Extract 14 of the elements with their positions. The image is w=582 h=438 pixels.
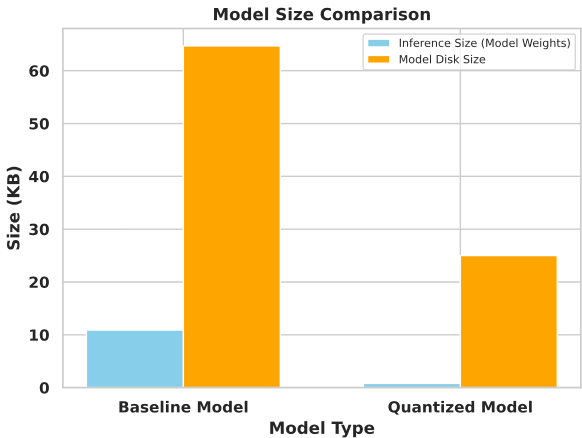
x-tick-label: Baseline Model [119, 400, 248, 413]
y-tick-label: 40 [29, 170, 49, 182]
y-tick-label: 50 [30, 118, 49, 130]
y-axis-title: Size (KB) [6, 166, 22, 250]
legend-label: Inference Size (Model Weights) [400, 38, 570, 50]
y-tick-label: 10 [30, 329, 49, 341]
y-tick-label: 20 [30, 276, 49, 288]
y-tick-label: 60 [29, 65, 49, 77]
y-tick-label: 30 [29, 224, 49, 236]
chart-title: Model Size Comparison [214, 7, 430, 24]
x-axis-title: Model Type [270, 421, 374, 438]
x-tick-label: Quantized Model [388, 400, 532, 415]
y-tick-label: 0 [40, 382, 49, 394]
legend-label: Model Disk Size [400, 54, 486, 64]
